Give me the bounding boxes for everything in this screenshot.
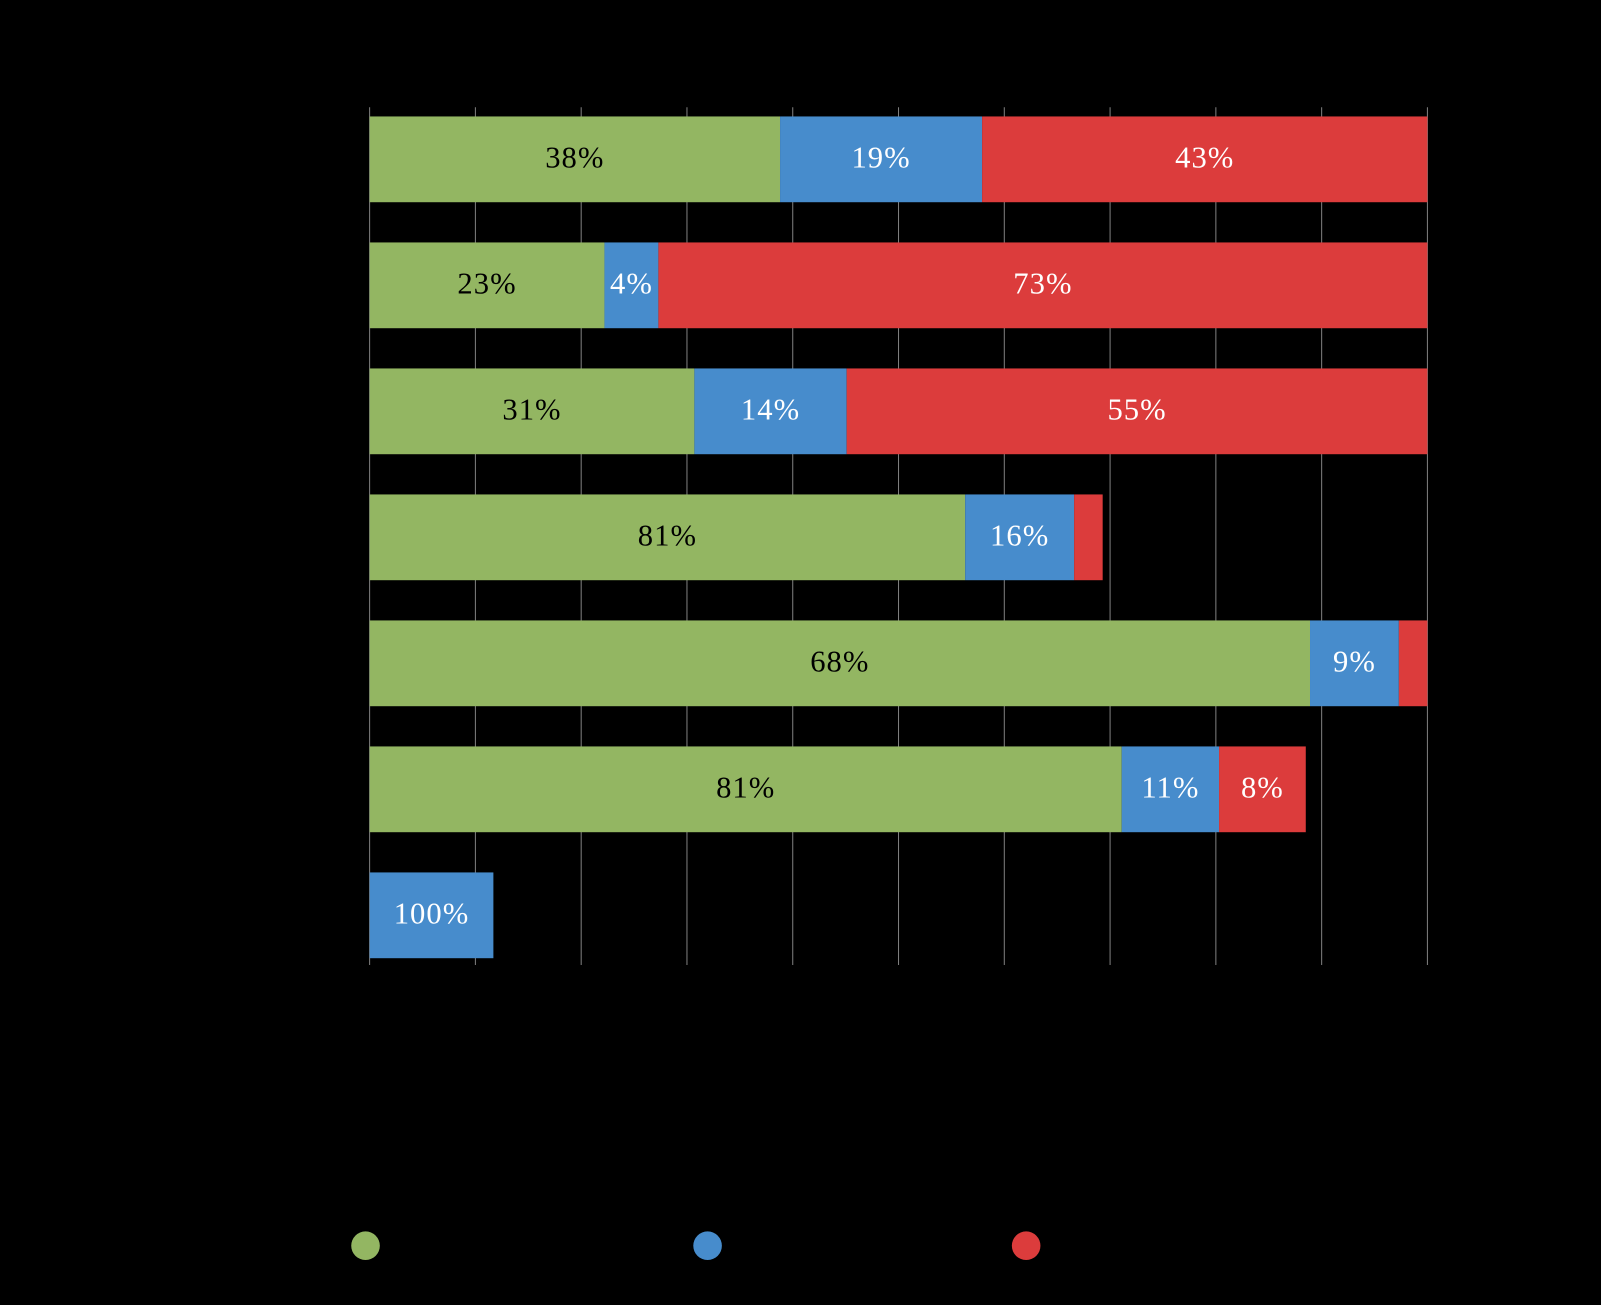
bar-segment (369, 368, 695, 455)
bar-segment (1121, 746, 1220, 833)
bar-segment (1074, 494, 1103, 581)
data-label: 11% (1141, 770, 1199, 804)
data-label: 55% (1107, 392, 1166, 426)
data-label: 81% (638, 518, 697, 552)
bar-segment (369, 746, 1122, 833)
bar-segment (1398, 620, 1428, 707)
bar-segment (694, 368, 847, 455)
bar-segment (369, 620, 1311, 707)
bar-segment (369, 872, 494, 959)
legend-marker (1011, 1231, 1041, 1261)
bar-segment (965, 494, 1075, 581)
legend-marker (693, 1231, 722, 1261)
data-label: 81% (716, 770, 775, 804)
bar-segment (658, 242, 1428, 329)
bar-segment (604, 242, 659, 329)
bar-segment (846, 368, 1428, 455)
bar-segment (780, 116, 983, 203)
data-label: 38% (545, 140, 604, 174)
data-label: 14% (741, 392, 800, 426)
data-label: 4% (610, 266, 653, 300)
data-label: 19% (851, 140, 910, 174)
data-label: 9% (1333, 644, 1376, 678)
bar-segment (369, 494, 966, 581)
legend-marker (351, 1231, 380, 1261)
data-label: 23% (457, 266, 516, 300)
data-label: 73% (1013, 266, 1072, 300)
data-label: 16% (990, 518, 1049, 552)
bar-segment (1219, 746, 1306, 833)
bar-segment (369, 116, 781, 203)
data-label: 31% (502, 392, 561, 426)
bar-segment (982, 116, 1428, 203)
data-label: 8% (1241, 770, 1284, 804)
data-label: 68% (810, 644, 869, 678)
data-label: 43% (1175, 140, 1234, 174)
bar-segment (1310, 620, 1399, 707)
data-label: 100% (394, 896, 470, 930)
bar-segment (369, 242, 605, 329)
